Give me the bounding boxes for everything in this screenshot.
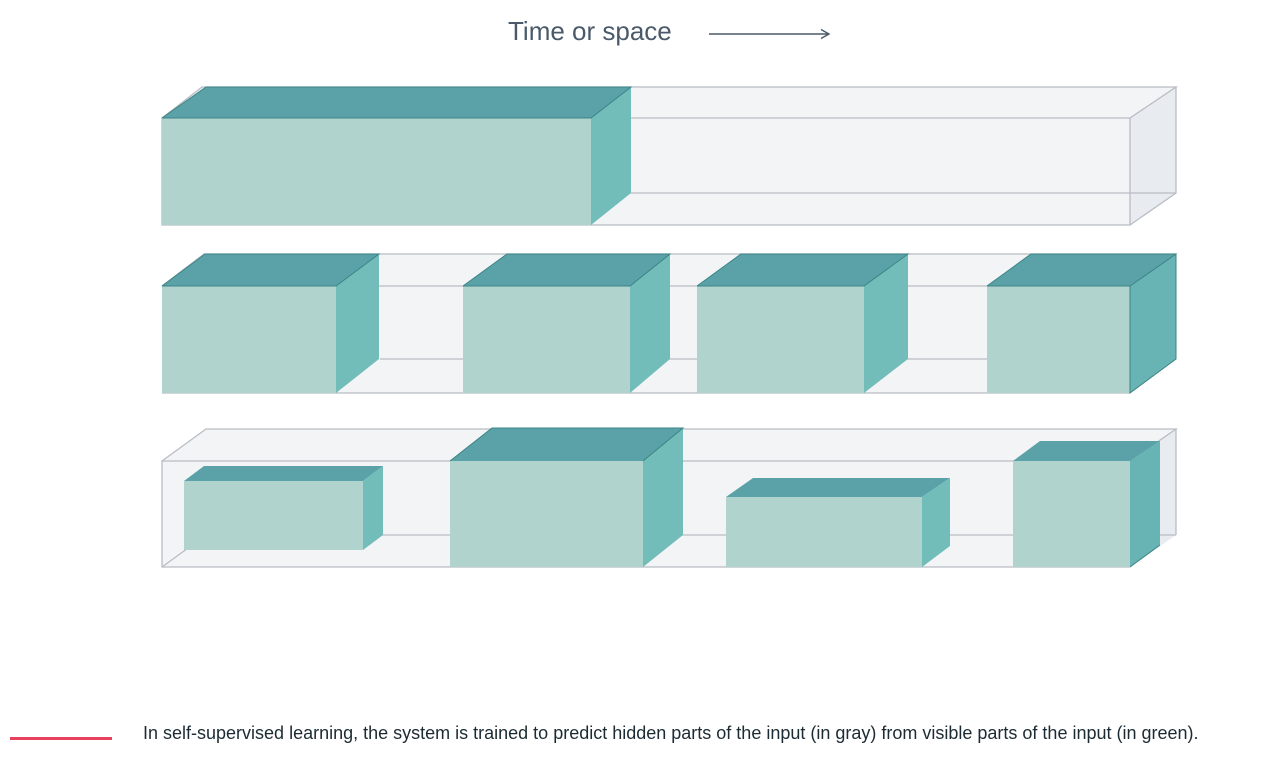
direction-arrow-icon	[709, 28, 831, 40]
visible-segment	[1013, 441, 1161, 568]
visible-segment	[696, 253, 910, 393]
visible-segment	[462, 253, 672, 393]
visible-segment	[986, 253, 1178, 394]
visible-segment	[184, 466, 383, 550]
axis-title: Time or space	[508, 16, 672, 46]
caption-accent-line	[10, 737, 112, 740]
visible-segment	[161, 86, 633, 225]
row-contiguous	[161, 86, 1179, 226]
visible-segment	[726, 478, 950, 567]
row-interleaved	[161, 253, 1178, 394]
row-irregular	[161, 427, 1179, 568]
figure-caption: In self-supervised learning, the system …	[143, 723, 1199, 743]
visible-segment	[161, 253, 381, 393]
visible-segment	[449, 427, 685, 567]
self-supervised-diagram: Time or space	[161, 16, 1179, 568]
